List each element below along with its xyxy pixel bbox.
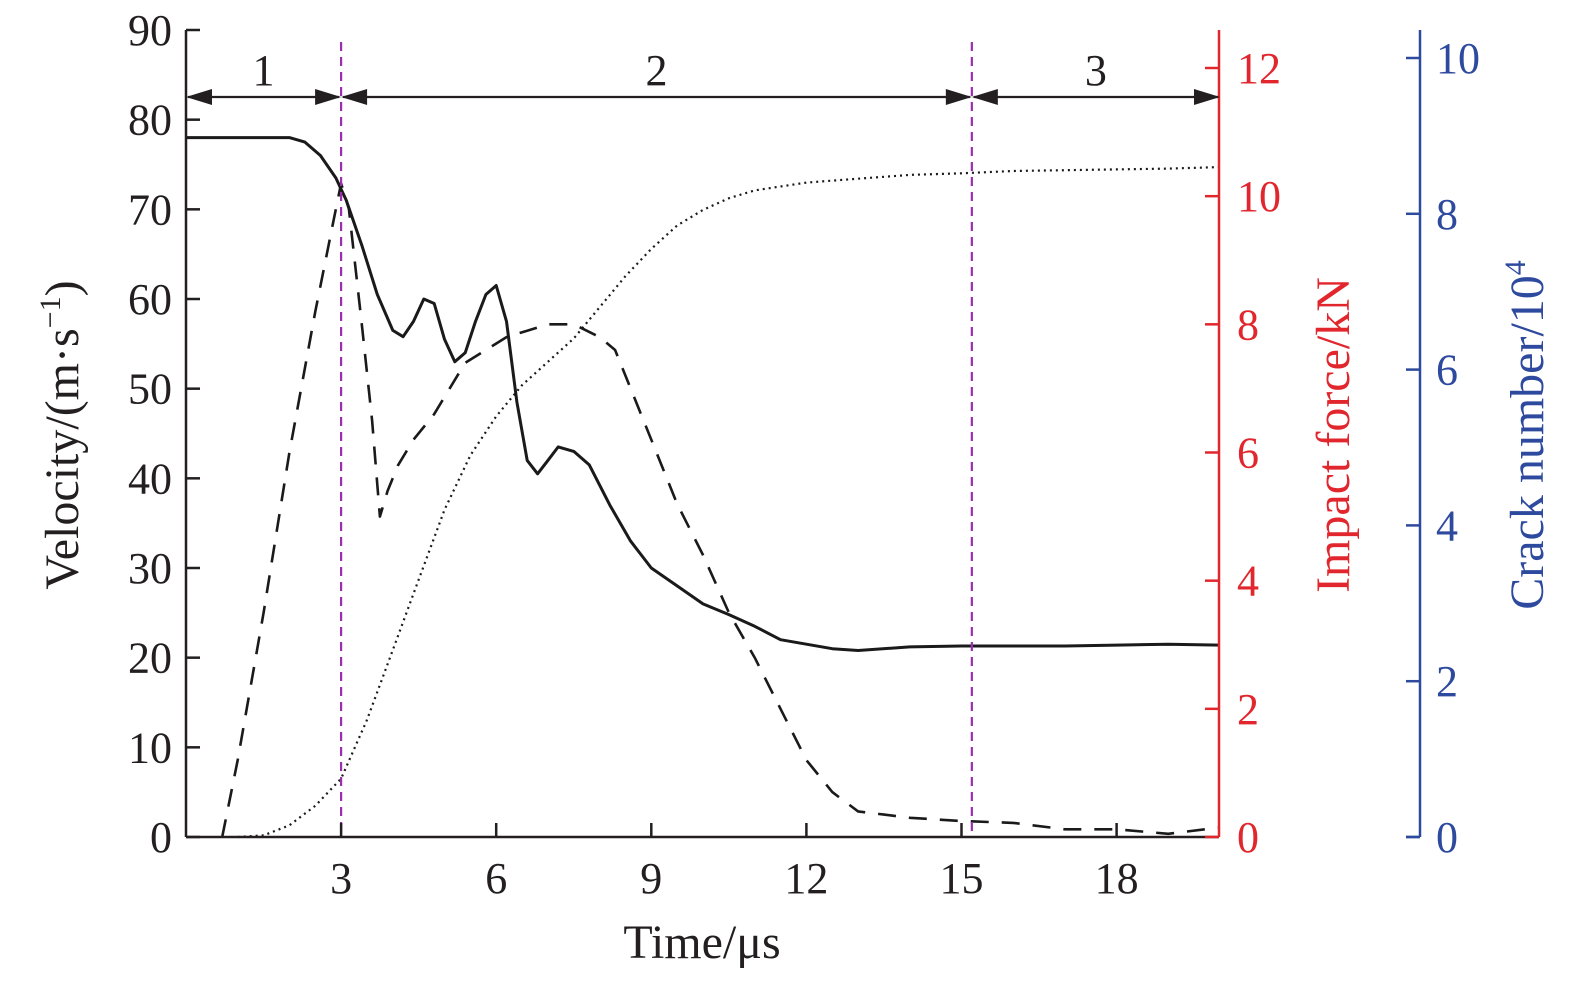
crack-series-line — [237, 166, 1221, 839]
velocity-tick-label: 50 — [128, 365, 172, 414]
crack-tick-label: 8 — [1436, 190, 1458, 239]
velocity-series-line — [186, 136, 1221, 652]
velocity-axis-title: Velocity/(m·s−1) — [34, 280, 89, 589]
crack-tick-label: 0 — [1436, 813, 1458, 862]
x-tick-label: 9 — [640, 854, 662, 903]
force-tick-label: 2 — [1237, 685, 1259, 734]
force-tick-label: 6 — [1237, 429, 1259, 478]
stage-arrowhead-left — [971, 89, 998, 105]
velocity-tick-label: 40 — [128, 454, 172, 503]
force-series-line — [220, 182, 1221, 838]
stage-label: 1 — [253, 46, 275, 95]
stage-boundary-layer — [340, 42, 973, 837]
crack-tick-label: 2 — [1436, 657, 1458, 706]
force-tick-label: 4 — [1237, 557, 1259, 606]
x-tick-label: 6 — [485, 854, 507, 903]
stage-arrowhead-left — [186, 89, 212, 105]
crack-tick-label: 6 — [1436, 346, 1458, 395]
force-tick-label: 8 — [1237, 300, 1259, 349]
force-tick-label: 12 — [1237, 44, 1281, 93]
velocity-tick-label: 0 — [150, 813, 172, 862]
stage-arrowhead-left — [341, 89, 368, 105]
velocity-tick-label: 90 — [128, 6, 172, 55]
velocity-tick-label: 20 — [128, 634, 172, 683]
velocity-tick-label: 80 — [128, 96, 172, 145]
series-layer — [186, 136, 1221, 839]
crack-axis-title-main: Crack number/10 — [1501, 275, 1554, 610]
stage-annotation-layer: 1 2 3 — [186, 46, 1220, 105]
axis-label-layer: Time/μs Velocity/(m·s−1) Impact force/kN… — [34, 260, 1554, 969]
force-tick-label: 10 — [1237, 172, 1281, 221]
stage-arrowhead-right — [315, 89, 342, 105]
stage-label: 3 — [1085, 46, 1107, 95]
velocity-axis-title-close: ) — [36, 280, 89, 296]
crack-axis-title-sup: 4 — [1499, 260, 1532, 275]
velocity-axis-title-main: Velocity/(m·s — [36, 328, 89, 589]
crack-axis-title: Crack number/104 — [1499, 260, 1554, 610]
x-tick-label: 18 — [1095, 854, 1139, 903]
x-axis-title: Time/μs — [623, 916, 780, 969]
crack-tick-label: 4 — [1436, 501, 1458, 550]
stage-arrowhead-right — [945, 89, 972, 105]
velocity-tick-label: 30 — [128, 544, 172, 593]
velocity-tick-label: 70 — [128, 185, 172, 234]
velocity-tick-label: 10 — [128, 723, 172, 772]
x-tick-label: 3 — [330, 854, 352, 903]
x-tick-label: 12 — [784, 854, 828, 903]
force-axis-title: Impact force/kN — [1307, 277, 1360, 593]
crack-tick-label: 10 — [1436, 34, 1480, 83]
velocity-axis-title-sup: −1 — [34, 296, 67, 328]
force-tick-label: 0 — [1237, 813, 1259, 862]
x-tick-label: 15 — [940, 854, 984, 903]
stage-arrowhead-right — [1194, 89, 1220, 105]
stage-label: 2 — [645, 46, 667, 95]
velocity-tick-label: 60 — [128, 275, 172, 324]
